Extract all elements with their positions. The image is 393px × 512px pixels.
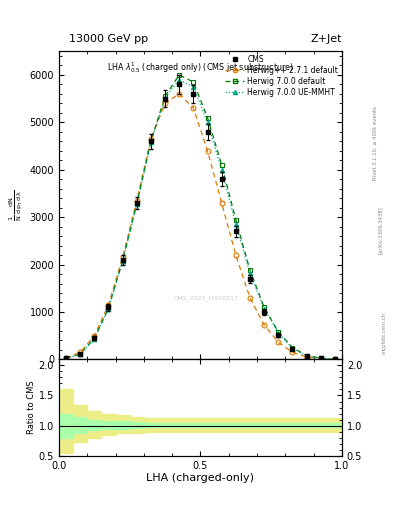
Text: CMS_2021_I1920517: CMS_2021_I1920517 <box>174 295 239 301</box>
Y-axis label: Ratio to CMS: Ratio to CMS <box>27 381 36 434</box>
X-axis label: LHA (charged-only): LHA (charged-only) <box>147 473 254 483</box>
Text: Rivet 3.1.10, ≥ 400k events: Rivet 3.1.10, ≥ 400k events <box>373 106 378 180</box>
Text: 13000 GeV pp: 13000 GeV pp <box>69 33 148 44</box>
Text: Z+Jet: Z+Jet <box>310 33 342 44</box>
Y-axis label: $\mathregular{\frac{1}{N}\,\frac{dN}{d\,p_{T}\,d\,\lambda}}$: $\mathregular{\frac{1}{N}\,\frac{dN}{d\,… <box>8 190 25 221</box>
Legend: CMS, Herwig++ 2.7.1 default, Herwig 7.0.0 default, Herwig 7.0.0 UE-MMHT: CMS, Herwig++ 2.7.1 default, Herwig 7.0.… <box>224 53 340 98</box>
Text: [arXiv:1306.3438]: [arXiv:1306.3438] <box>378 206 382 254</box>
Text: mcplots.cern.ch: mcplots.cern.ch <box>382 312 387 354</box>
Text: LHA $\lambda^{1}_{0.5}$ (charged only) (CMS jet substructure): LHA $\lambda^{1}_{0.5}$ (charged only) (… <box>107 60 294 75</box>
